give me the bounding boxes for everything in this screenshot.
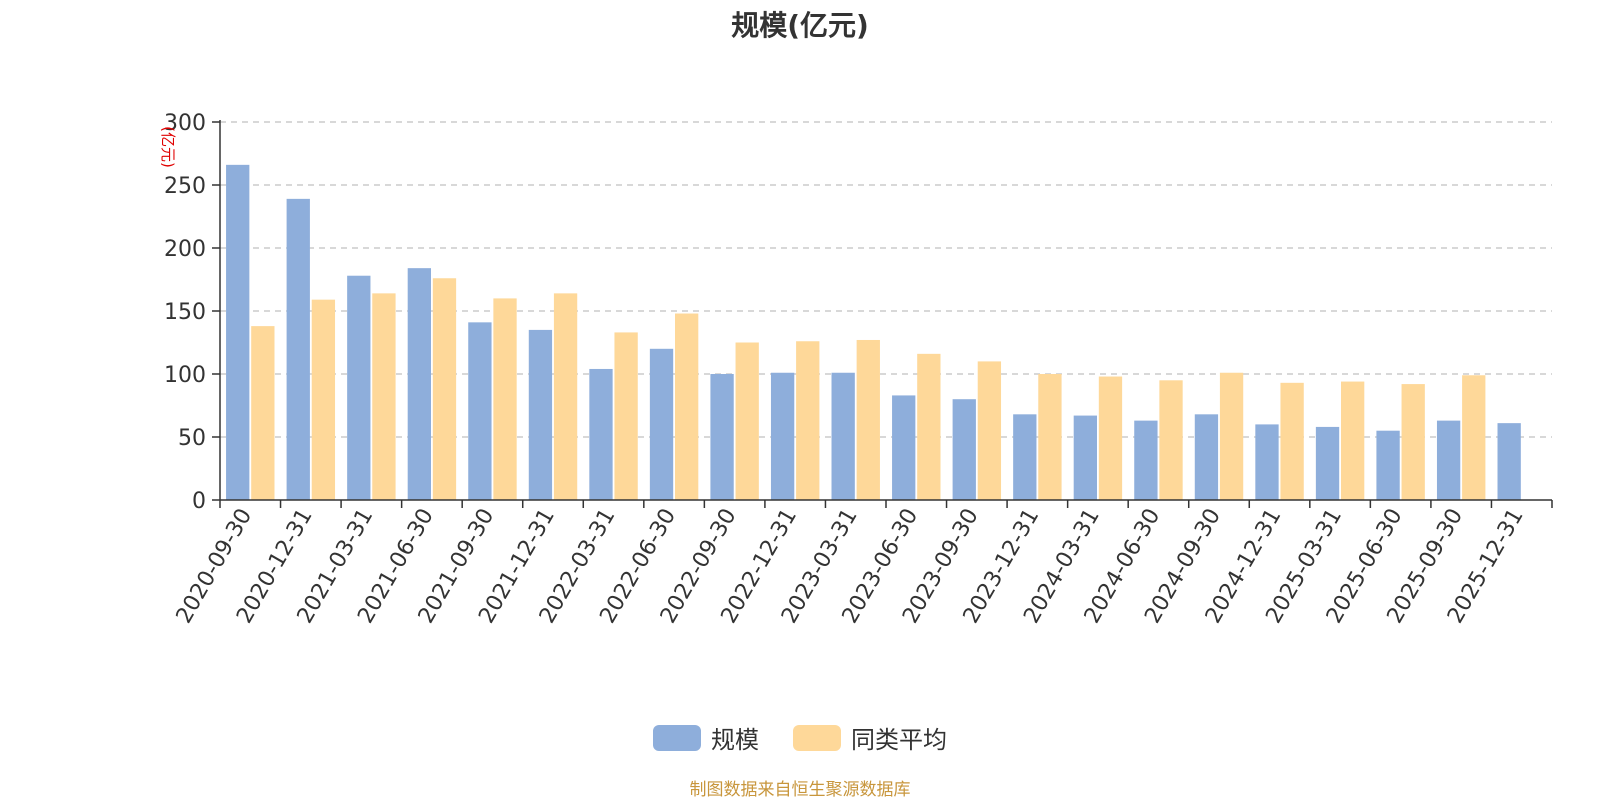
bar-series-2[interactable] xyxy=(311,299,336,500)
bar-series-1[interactable] xyxy=(1013,414,1037,500)
bar-series-2[interactable] xyxy=(1340,381,1365,500)
bar-series-2[interactable] xyxy=(1219,372,1244,500)
bar-series-2[interactable] xyxy=(372,293,396,500)
bar-series-1[interactable] xyxy=(1497,423,1521,500)
bar-series-1[interactable] xyxy=(710,374,734,500)
bar-series-1[interactable] xyxy=(1255,424,1279,500)
bar-series-2[interactable] xyxy=(493,298,517,500)
y-axis-label: (亿元) xyxy=(159,126,177,168)
bar-series-1[interactable] xyxy=(347,275,371,500)
y-tick-label: 150 xyxy=(164,300,206,325)
bar-series-1[interactable] xyxy=(831,372,855,500)
bar-series-1[interactable] xyxy=(892,395,916,500)
bar-series-1[interactable] xyxy=(226,164,250,500)
bar-series-1[interactable] xyxy=(952,399,976,500)
bar-series-2[interactable] xyxy=(856,339,880,500)
bar-series-1[interactable] xyxy=(468,322,492,500)
y-tick-label: 300 xyxy=(164,111,206,136)
bar-series-1[interactable] xyxy=(1194,414,1219,500)
bar-series-1[interactable] xyxy=(649,348,674,500)
bar-series-1[interactable] xyxy=(1376,430,1400,500)
bar-series-2[interactable] xyxy=(1038,374,1062,500)
bar-series-1[interactable] xyxy=(1436,420,1461,500)
bar-series-1[interactable] xyxy=(407,268,432,500)
bar-series-2[interactable] xyxy=(251,326,275,500)
bar-series-2[interactable] xyxy=(1280,382,1304,500)
y-tick-label: 100 xyxy=(164,363,206,388)
y-tick-label: 200 xyxy=(164,237,206,262)
bar-series-1[interactable] xyxy=(1134,420,1158,500)
legend-item-series-1[interactable]: 规模 xyxy=(653,720,759,755)
legend-item-series-2[interactable]: 同类平均 xyxy=(793,720,947,755)
bar-series-2[interactable] xyxy=(432,278,457,500)
bar-series-2[interactable] xyxy=(796,341,820,500)
bar-series-1[interactable] xyxy=(1073,415,1098,500)
bar-chart: 050100150200250300(亿元)2020-09-302020-12-… xyxy=(159,111,1553,628)
bar-series-2[interactable] xyxy=(1462,375,1486,500)
chart-title: 规模(亿元) xyxy=(731,9,869,42)
bar-series-1[interactable] xyxy=(1315,426,1340,500)
bar-series-2[interactable] xyxy=(735,342,759,501)
bar-series-2[interactable] xyxy=(977,361,1002,500)
legend-label-series-1: 规模 xyxy=(711,726,759,754)
bar-series-1[interactable] xyxy=(286,198,310,501)
source-note: 制图数据来自恒生聚源数据库 xyxy=(689,780,911,800)
legend-swatch-series-2 xyxy=(793,724,841,751)
bar-series-2[interactable] xyxy=(1098,376,1123,500)
legend: 规模 同类平均 xyxy=(0,720,1600,755)
y-tick-label: 0 xyxy=(192,489,206,514)
bar-series-2[interactable] xyxy=(1159,380,1183,500)
y-tick-label: 50 xyxy=(178,426,206,451)
bar-series-1[interactable] xyxy=(528,329,553,500)
bar-series-1[interactable] xyxy=(589,368,613,500)
legend-label-series-2: 同类平均 xyxy=(851,726,947,754)
legend-swatch-series-1 xyxy=(653,724,701,751)
bar-series-2[interactable] xyxy=(917,353,941,500)
y-tick-label: 250 xyxy=(164,174,206,199)
bar-series-2[interactable] xyxy=(553,293,578,500)
bar-series-2[interactable] xyxy=(614,332,638,500)
bar-series-2[interactable] xyxy=(1401,384,1425,500)
bars xyxy=(226,164,1521,501)
bar-series-1[interactable] xyxy=(770,372,795,500)
bar-series-2[interactable] xyxy=(674,313,699,500)
